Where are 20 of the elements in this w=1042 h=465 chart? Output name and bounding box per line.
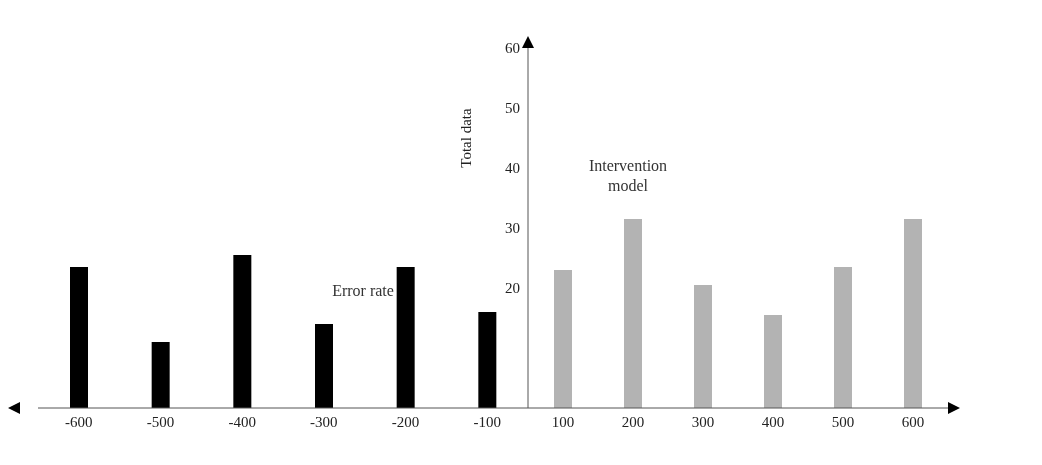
y-tick-label: 40 [505,160,520,177]
x-tick-label: -600 [65,413,93,430]
series-label: Error rate [332,281,394,301]
y-axis-title: Total data [458,107,475,168]
text: Intervention model [587,156,669,196]
x-tick-label: 600 [901,413,925,430]
x-tick-label: -200 [391,413,420,430]
x-tick-label: -300 [310,413,338,430]
x-tick-label: 100 [551,413,575,430]
y-tick-label: 30 [505,220,520,237]
x-tick-label: 500 [831,413,855,430]
x-tick-label: -500 [146,413,175,430]
y-tick-label: 20 [505,280,520,297]
x-tick-label: 200 [621,413,645,430]
y-tick-label: 50 [505,100,520,117]
x-tick-label: 300 [691,413,715,430]
x-tick-label: 400 [761,413,785,430]
x-tick-label: -100 [473,413,501,430]
y-tick-label: 60 [505,40,520,57]
x-tick-label: -400 [228,413,256,430]
